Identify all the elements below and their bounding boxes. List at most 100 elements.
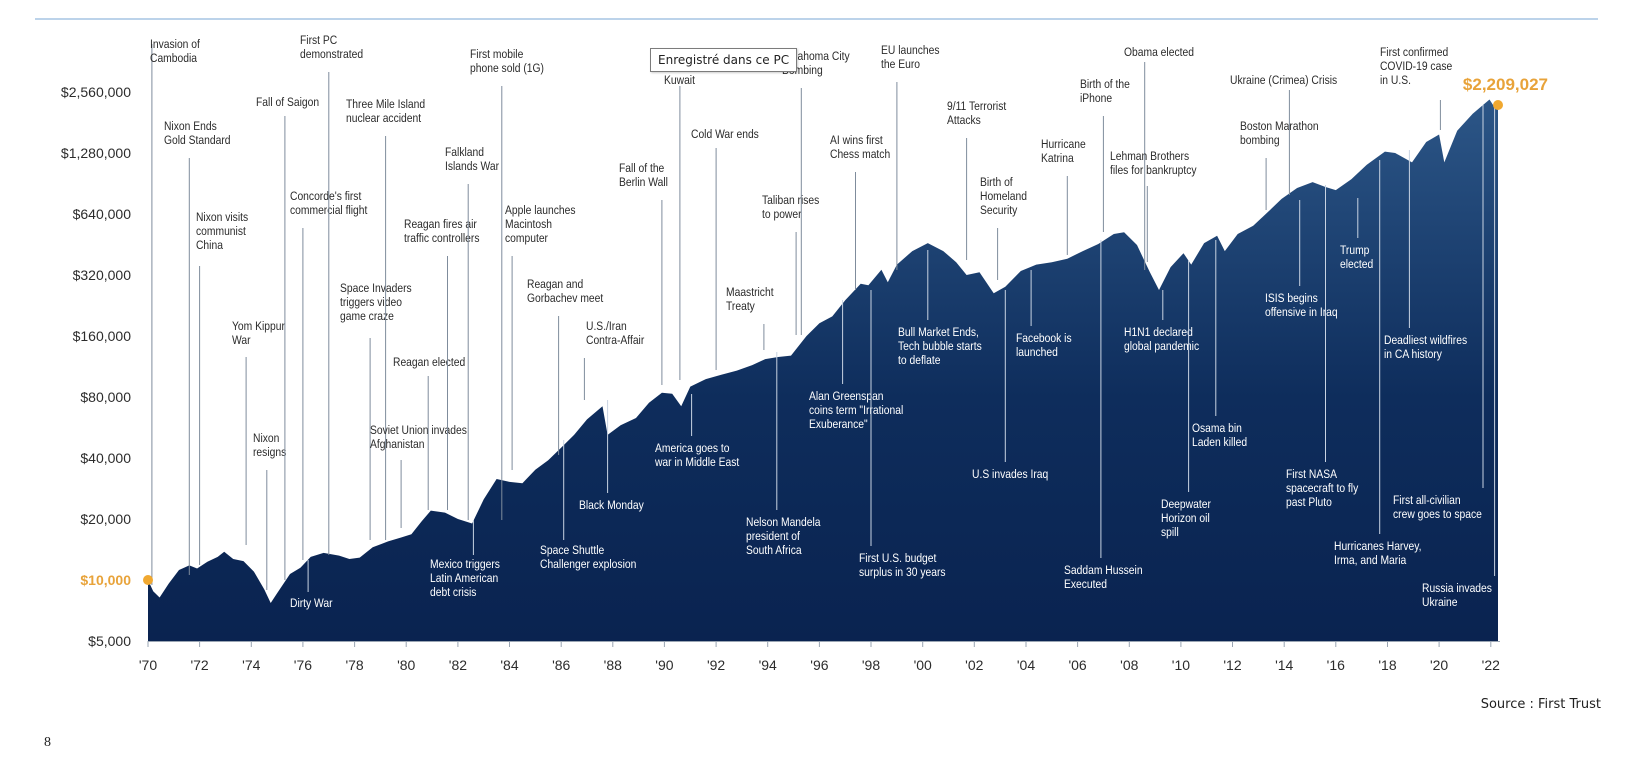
x-tick-label: '00	[914, 657, 932, 673]
event-annotation: U.S./Iran Contra-Affair	[583, 320, 645, 400]
event-annotation: Russia invades Ukraine	[1422, 105, 1496, 609]
event-label: Facebook is launched	[1016, 332, 1072, 359]
event-label: Reagan elected	[393, 356, 465, 369]
event-label: Three Mile Island nuclear accident	[346, 98, 425, 125]
y-tick-label: $640,000	[73, 206, 132, 222]
event-annotation: Space Invaders triggers video game craze	[340, 282, 412, 540]
event-label: Lehman Brothers files for bankruptcy	[1110, 150, 1197, 177]
y-tick-label: $80,000	[80, 389, 131, 405]
event-label: First confirmed COVID-19 case in U.S.	[1380, 46, 1452, 87]
event-annotation: Three Mile Island nuclear accident	[346, 98, 425, 540]
event-label: Trump elected	[1340, 244, 1373, 271]
event-annotation: Nixon visits communist China	[196, 211, 249, 565]
x-tick-label: '22	[1482, 657, 1500, 673]
x-tick-label: '94	[759, 657, 777, 673]
event-annotation: Fall of Saigon	[256, 96, 319, 580]
area-fill	[148, 99, 1498, 641]
event-label: Dirty War	[290, 597, 333, 610]
event-annotation: America goes to war in Middle East	[654, 394, 740, 469]
event-label: U.S invades Iraq	[972, 468, 1048, 481]
event-annotation: Maastricht Treaty	[726, 286, 774, 350]
x-tick-label: '74	[242, 657, 260, 673]
event-label: AI wins first Chess match	[830, 134, 890, 161]
end-value-label: $2,209,027	[1463, 75, 1548, 94]
y-tick-label: $2,560,000	[61, 84, 131, 100]
event-label: Taliban rises to power	[762, 194, 820, 221]
x-tick-label: '84	[500, 657, 518, 673]
event-annotation: Hurricanes Harvey, Irma, and Maria	[1334, 160, 1422, 567]
x-tick-label: '02	[965, 657, 983, 673]
event-annotation: Nixon Ends Gold Standard	[164, 120, 231, 575]
event-annotation: ISIS begins offensive in Iraq	[1265, 200, 1338, 319]
event-annotation: Facebook is launched	[1016, 270, 1072, 359]
event-label: Ukraine (Crimea) Crisis	[1230, 74, 1338, 87]
event-annotation: First mobile phone sold (1G)	[470, 48, 544, 520]
event-label: Maastricht Treaty	[726, 286, 774, 313]
x-tick-label: '80	[397, 657, 415, 673]
event-label: Osama bin Laden killed	[1192, 422, 1247, 449]
event-annotation: Bull Market Ends, Tech bubble starts to de…	[898, 250, 982, 367]
value-markers: $2,209,027	[143, 75, 1548, 585]
event-label: Nixon visits communist China	[196, 211, 249, 252]
y-tick-label: $160,000	[73, 328, 132, 344]
y-tick-label: $5,000	[88, 633, 131, 649]
event-label: Deadliest wildfires in CA history	[1384, 334, 1468, 361]
event-label: U.S./Iran Contra-Affair	[586, 320, 645, 347]
x-tick-label: '78	[345, 657, 363, 673]
x-tick-label: '06	[1068, 657, 1086, 673]
x-tick-label: '92	[707, 657, 725, 673]
event-label: Space Shuttle Challenger explosion	[540, 544, 636, 571]
event-annotation: First confirmed COVID-19 case in U.S.	[1380, 46, 1452, 130]
event-annotation: Fall of the Berlin Wall	[619, 162, 668, 385]
event-annotation: Yom Kippur War	[232, 320, 285, 545]
event-label: First PC demonstrated	[300, 34, 363, 61]
end-value-marker	[1493, 100, 1503, 110]
event-label: Nelson Mandela president of South Africa	[746, 516, 821, 557]
y-tick-label: $10,000	[80, 572, 131, 588]
event-annotation: First NASA spacecraft to fly past Pluto	[1286, 185, 1359, 509]
x-tick-label: '72	[190, 657, 208, 673]
page-number: 8	[44, 735, 51, 750]
event-annotation: Obama elected	[1124, 46, 1194, 270]
event-annotation: Nixon resigns	[253, 432, 287, 590]
x-tick-label: '98	[862, 657, 880, 673]
event-annotation: First U.S. budget surplus in 30 years	[859, 290, 946, 579]
event-annotation: Alan Greenspan coins term "Irrational Exub…	[809, 300, 903, 431]
event-annotation: Cold War ends	[691, 128, 759, 370]
event-annotation: Lehman Brothers files for bankruptcy	[1110, 150, 1197, 262]
y-tick-label: $20,000	[80, 511, 131, 527]
event-label: Russia invades Ukraine	[1422, 582, 1492, 609]
x-tick-label: '76	[294, 657, 312, 673]
event-label: America goes to war in Middle East	[654, 442, 740, 469]
event-label: Soviet Union invades Afghanistan	[370, 424, 467, 451]
x-tick-label: '70	[139, 657, 157, 673]
y-axis: $5,000 $10,000 $20,000 $40,000 $80,000 $160,0…	[61, 84, 131, 649]
event-label: Hurricane Katrina	[1041, 138, 1086, 165]
event-annotation: Trump elected	[1340, 198, 1373, 271]
event-label: Fall of Saigon	[256, 96, 319, 109]
x-tick-label: '14	[1275, 657, 1293, 673]
event-annotation: EU launches the Euro	[881, 44, 940, 270]
y-tick-label: $320,000	[73, 267, 132, 283]
event-annotation: Soviet Union invades Afghanistan	[370, 424, 467, 528]
event-annotation: Falkland Islands War	[445, 146, 499, 520]
event-label: Fall of the Berlin Wall	[619, 162, 668, 189]
event-label: Reagan fires air traffic controllers	[404, 218, 480, 245]
event-label: Hurricanes Harvey, Irma, and Maria	[1334, 540, 1422, 567]
event-annotation: Oklahoma City Bombing	[782, 50, 850, 335]
event-label: 9/11 Terrorist Attacks	[947, 100, 1007, 127]
event-annotation: Mexico triggers Latin American debt crisis	[430, 520, 500, 599]
event-label: H1N1 declared global pandemic	[1124, 326, 1200, 353]
event-annotations: Invasion of Cambodia Nixon Ends Gold Standa…	[150, 34, 1496, 610]
y-tick-label: $1,280,000	[61, 145, 131, 161]
event-label: Cold War ends	[691, 128, 759, 141]
x-tick-label: '82	[449, 657, 467, 673]
saved-tooltip: Enregistré dans ce PC	[650, 48, 798, 72]
x-tick-label: '20	[1430, 657, 1448, 673]
event-label: First U.S. budget surplus in 30 years	[859, 552, 946, 579]
y-tick-label: $40,000	[80, 450, 131, 466]
event-annotation: Apple launches Macintosh computer	[505, 204, 576, 470]
event-label: ISIS begins offensive in Iraq	[1265, 292, 1338, 319]
event-label: Deepwater Horizon oil spill	[1161, 498, 1211, 539]
